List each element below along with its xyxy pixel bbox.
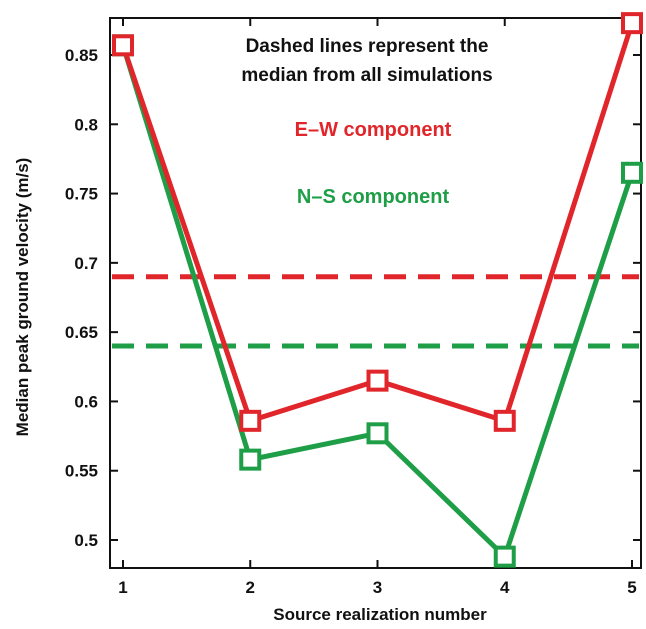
- data-point-ew: [239, 409, 262, 432]
- median-lines: [112, 274, 639, 349]
- x-tick-label: 3: [373, 578, 382, 597]
- data-point-ns: [493, 545, 516, 568]
- data-point-ns: [239, 448, 262, 471]
- y-tick-label: 0.75: [65, 185, 98, 204]
- y-axis-label: Median peak ground velocity (m/s): [13, 158, 32, 437]
- series-markers: [112, 12, 643, 568]
- data-point-ew: [493, 409, 516, 432]
- data-point-ns: [621, 161, 643, 184]
- y-tick-label: 0.65: [65, 323, 98, 342]
- x-axis-label: Source realization number: [273, 605, 487, 624]
- data-point-ns: [366, 422, 389, 445]
- plot-frame: [109, 17, 642, 569]
- ns-component-label: N–S component: [297, 186, 450, 208]
- annotation-line-2: median from all simulations: [241, 65, 492, 86]
- y-tick-label: 0.7: [74, 254, 98, 273]
- data-point-ew: [366, 369, 389, 392]
- y-tick-label: 0.55: [65, 462, 98, 481]
- x-tick-label: 4: [500, 578, 510, 597]
- y-tick-label: 0.5: [74, 531, 98, 550]
- x-axis: 1 2 3 4 5: [118, 18, 637, 597]
- annotation-line-1: Dashed lines represent the: [246, 36, 489, 57]
- ew-component-label: E–W component: [295, 119, 452, 141]
- series-lines: [120, 22, 635, 560]
- data-point-ew: [621, 12, 643, 35]
- x-tick-label: 5: [627, 578, 636, 597]
- y-tick-label: 0.8: [74, 115, 98, 134]
- y-tick-label: 0.6: [74, 392, 98, 411]
- y-axis: 0.5 0.55 0.6 0.65 0.7 0.75 0.8 0.85: [65, 46, 641, 550]
- x-tick-label: 1: [118, 578, 127, 597]
- x-tick-label: 2: [246, 578, 255, 597]
- data-point-ew: [112, 34, 134, 57]
- y-tick-label: 0.85: [65, 46, 98, 65]
